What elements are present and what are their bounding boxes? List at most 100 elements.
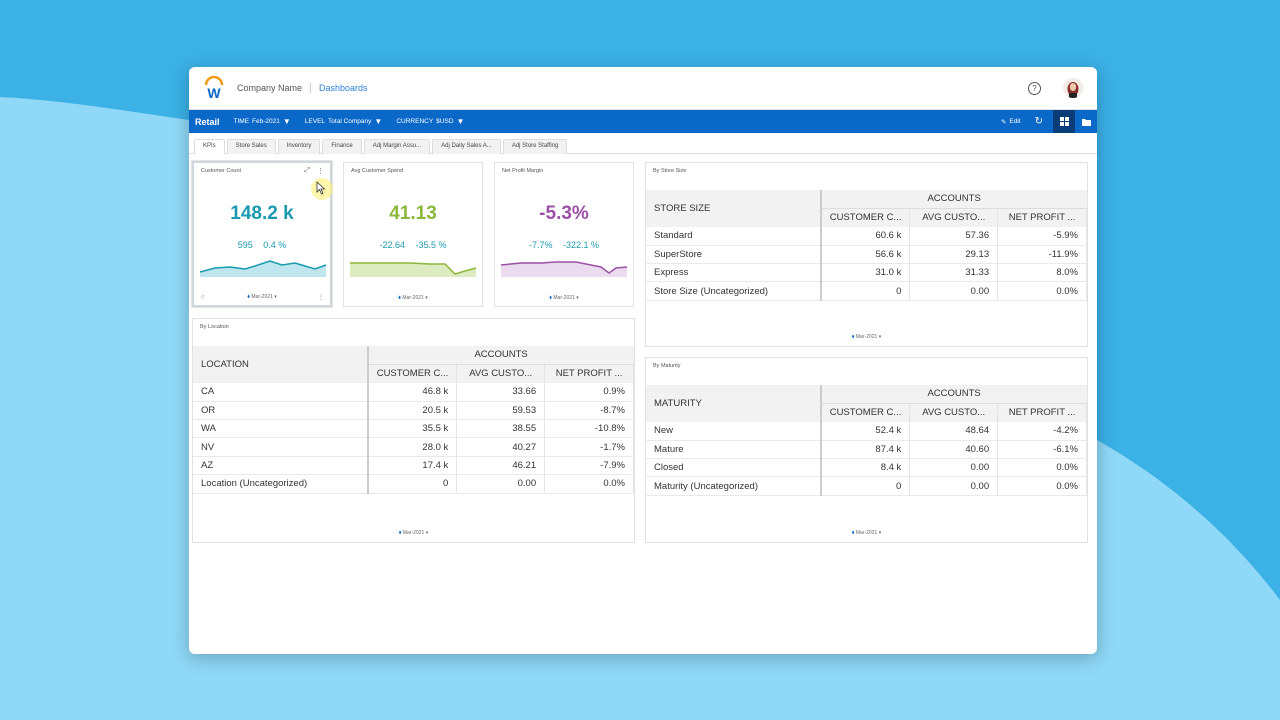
card-date[interactable]: ⬧ Mar-2021 ▾ — [193, 530, 634, 537]
filter-value: Total Company — [328, 118, 372, 125]
cell: 0.9% — [544, 382, 634, 402]
pin-icon: ⬧ — [851, 530, 855, 536]
maturity-table: MATURITY ACCOUNTS CUSTOMER C... AVG CUST… — [646, 385, 1087, 496]
expand-icon[interactable]: ⤢ — [304, 167, 310, 174]
row-label: Store Size (Uncategorized) — [646, 281, 822, 301]
refresh-icon[interactable]: ↻ — [1034, 116, 1043, 127]
dashboard-toolbar: Retail TIME Feb-2021 ▼ LEVEL Total Compa… — [189, 110, 1097, 133]
tab-inventory[interactable]: Inventory — [277, 139, 321, 154]
filter-value: $USD — [436, 118, 454, 125]
filter-label: CURRENCY — [396, 118, 434, 125]
card-date[interactable]: ⬧ Mar-2021 ▾ — [646, 334, 1087, 341]
tab-kpis[interactable]: KPIs — [194, 139, 225, 154]
group-header: ACCOUNTS — [367, 346, 634, 365]
table-row[interactable]: SuperStore 56.6 k 29.13 -11.9% — [646, 245, 1087, 265]
workday-logo-icon: W — [203, 75, 225, 101]
filter-level[interactable]: LEVEL Total Company ▼ — [305, 117, 383, 126]
tab-adj-daily-sales[interactable]: Adj Daily Sales A... — [432, 139, 501, 154]
tab-adj-margin[interactable]: Adj Margin Assu... — [363, 139, 431, 154]
top-header: W Company Name Dashboards ? — [189, 67, 1097, 110]
cell: -10.8% — [544, 419, 634, 439]
kpi-net-profit-margin[interactable]: Net Profit Margin -5.3% -7.7% -322.1 % ⬧… — [494, 162, 634, 307]
table-row[interactable]: Closed 8.4 k 0.00 0.0% — [646, 458, 1087, 478]
kpi-date[interactable]: ⬧ Mar-2021 ▾ — [194, 294, 330, 301]
cell: -6.1% — [997, 440, 1087, 460]
edit-label: Edit — [1009, 118, 1021, 125]
row-label: NV — [193, 437, 369, 457]
pin-icon: ⬧ — [247, 294, 250, 300]
table-row[interactable]: WA 35.5 k 38.55 -10.8% — [193, 419, 634, 439]
column-header[interactable]: CUSTOMER C... — [820, 403, 911, 422]
store-size-table: STORE SIZE ACCOUNTS CUSTOMER C... AVG CU… — [646, 190, 1087, 301]
column-header[interactable]: NET PROFIT ... — [997, 403, 1087, 422]
kpi-change-percent: 0.4 % — [263, 240, 287, 250]
card-date-label: Mar-2021 — [402, 530, 425, 536]
column-header[interactable]: AVG CUSTO... — [909, 403, 999, 422]
card-date[interactable]: ⬧ Mar-2021 ▾ — [646, 530, 1087, 537]
table-row[interactable]: NV 28.0 k 40.27 -1.7% — [193, 437, 634, 457]
help-icon[interactable]: ? — [1028, 81, 1041, 95]
cell: 0.0% — [997, 281, 1087, 301]
column-header[interactable]: CUSTOMER C... — [367, 364, 458, 383]
card-date-label: Mar-2021 — [855, 530, 878, 536]
undo-icon[interactable]: ↺ — [200, 295, 206, 301]
cell: 33.66 — [456, 382, 546, 402]
cell: 0.0% — [997, 458, 1087, 478]
card-title: By Maturity — [653, 363, 681, 369]
table-row[interactable]: AZ 17.4 k 46.21 -7.9% — [193, 456, 634, 476]
tab-finance[interactable]: Finance — [322, 139, 362, 154]
table-row[interactable]: Location (Uncategorized) 0 0.00 0.0% — [193, 474, 634, 494]
pencil-icon: ✎ — [1000, 118, 1007, 126]
column-header[interactable]: AVG CUSTO... — [909, 208, 999, 227]
tab-store-sales[interactable]: Store Sales — [226, 139, 276, 154]
cell: -8.7% — [544, 401, 634, 421]
pin-icon: ⬧ — [851, 334, 855, 340]
filter-time[interactable]: TIME Feb-2021 ▼ — [234, 117, 291, 126]
cell: 8.0% — [997, 263, 1087, 283]
avatar[interactable] — [1063, 78, 1083, 98]
filter-label: LEVEL — [304, 118, 326, 125]
kpi-change-percent: -322.1 % — [563, 240, 600, 250]
table-row[interactable]: Maturity (Uncategorized) 0 0.00 0.0% — [646, 476, 1087, 496]
grid-view-button[interactable] — [1053, 110, 1075, 133]
more-vertical-icon[interactable]: ⋮ — [318, 295, 324, 301]
folder-button[interactable] — [1075, 110, 1097, 133]
table-row[interactable]: New 52.4 k 48.64 -4.2% — [646, 421, 1087, 441]
row-label: Closed — [646, 458, 822, 478]
row-label: SuperStore — [646, 245, 822, 265]
edit-button[interactable]: ✎ Edit — [1001, 118, 1021, 126]
table-row[interactable]: Standard 60.6 k 57.36 -5.9% — [646, 226, 1087, 246]
table-row[interactable]: OR 20.5 k 59.53 -8.7% — [193, 401, 634, 421]
kpi-date[interactable]: ⬧ Mar-2021 ▾ — [344, 295, 482, 302]
kpi-value: 148.2 k — [230, 203, 294, 224]
column-header[interactable]: NET PROFIT ... — [544, 364, 634, 383]
kpi-title: Net Profit Margin — [502, 168, 544, 174]
filter-currency[interactable]: CURRENCY $USD ▼ — [396, 117, 464, 126]
more-vertical-icon[interactable]: ⋮ — [317, 168, 324, 175]
row-header: MATURITY — [646, 385, 822, 422]
table-row[interactable]: Mature 87.4 k 40.60 -6.1% — [646, 440, 1087, 460]
cell: 20.5 k — [367, 401, 458, 421]
column-header[interactable]: AVG CUSTO... — [456, 364, 546, 383]
dashboards-link[interactable]: Dashboards — [319, 83, 368, 93]
table-row[interactable]: Express 31.0 k 31.33 8.0% — [646, 263, 1087, 283]
kpi-date[interactable]: ⬧ Mar-2021 ▾ — [495, 295, 633, 302]
kpi-value: -5.3% — [539, 203, 589, 224]
table-row[interactable]: Store Size (Uncategorized) 0 0.00 0.0% — [646, 281, 1087, 301]
caret-down-icon: ▾ — [425, 295, 428, 301]
column-header[interactable]: CUSTOMER C... — [820, 208, 911, 227]
row-label: CA — [193, 382, 369, 402]
card-title: By Store Size — [653, 168, 687, 174]
cell: 0.00 — [909, 281, 999, 301]
kpi-date-label: Mar-2021 — [553, 295, 575, 301]
grid-icon — [1059, 117, 1069, 126]
pin-icon: ⬧ — [549, 295, 552, 301]
kpi-customer-count[interactable]: Customer Count ⤢ ⋮ 148.2 k 595 0.4 % ↺ ⬧… — [192, 161, 333, 307]
cell: 31.0 k — [820, 263, 911, 283]
column-header[interactable]: NET PROFIT ... — [997, 208, 1087, 227]
kpi-avg-customer-spend[interactable]: Avg Customer Spend 41.13 -22.64 -35.5 % … — [343, 162, 483, 307]
tab-adj-store-staffing[interactable]: Adj Store Staffing — [502, 139, 568, 154]
cell: 0 — [820, 281, 911, 301]
company-name[interactable]: Company Name — [237, 83, 312, 93]
table-row[interactable]: CA 46.8 k 33.66 0.9% — [193, 382, 634, 402]
